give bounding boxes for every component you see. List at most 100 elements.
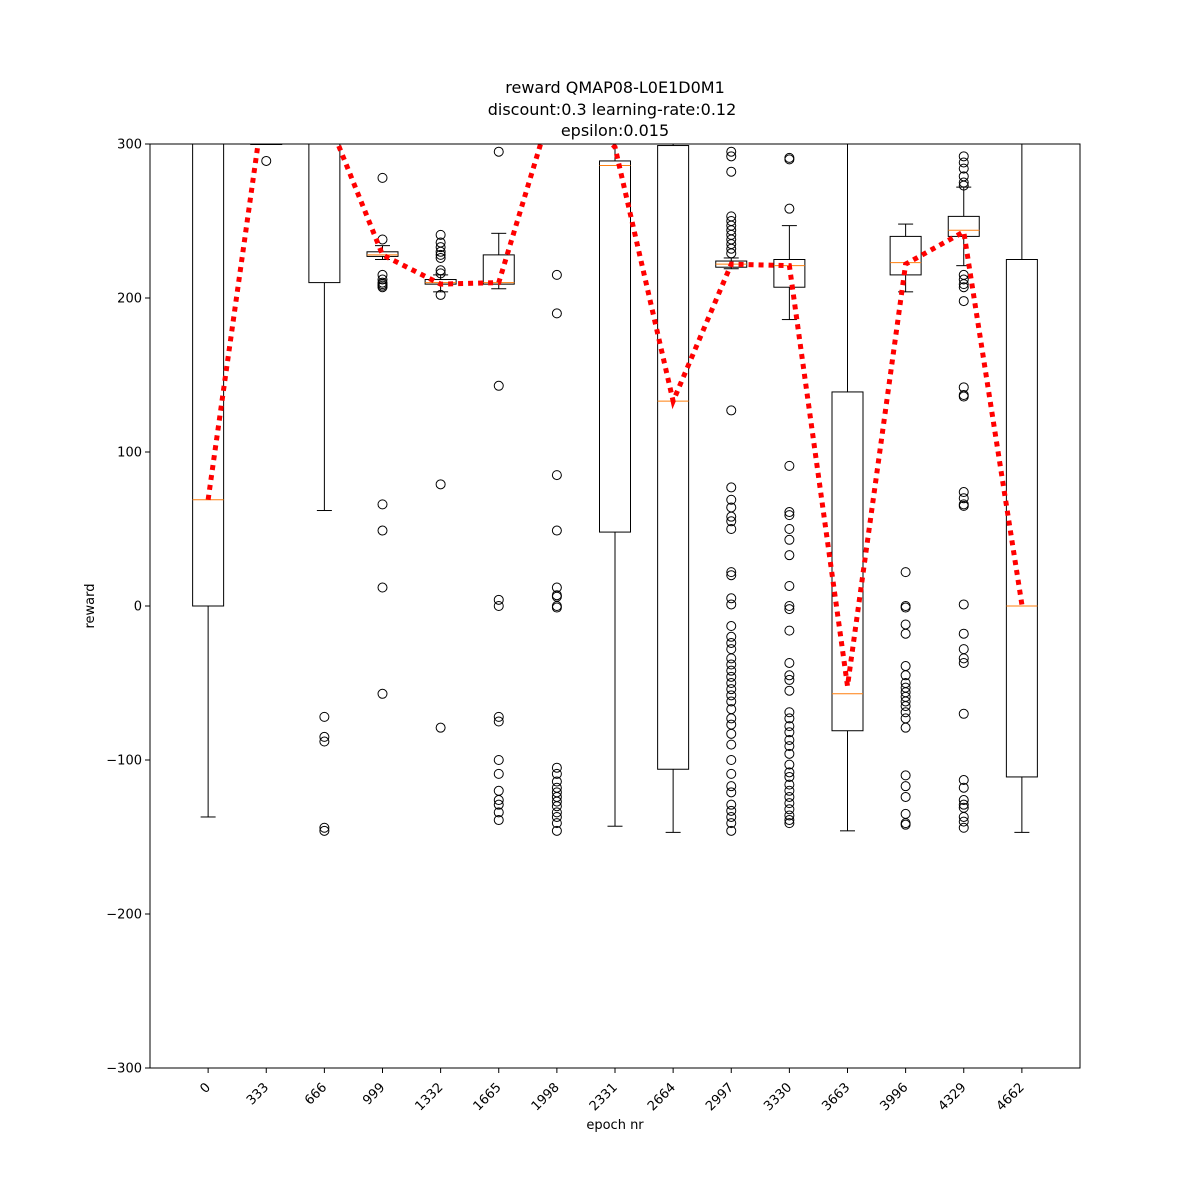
outlier-point	[784, 759, 795, 770]
outlier-point	[551, 525, 562, 536]
box	[308, 144, 341, 284]
outlier-point	[726, 248, 737, 259]
outlier-point	[784, 550, 795, 561]
outlier-point	[377, 688, 388, 699]
outlier-point	[726, 690, 737, 701]
outlier-point	[958, 180, 969, 191]
outlier-point	[900, 781, 911, 792]
outlier-point	[493, 815, 504, 826]
outlier-point	[784, 524, 795, 534]
outlier-point	[726, 511, 737, 522]
outlier-point	[784, 804, 795, 815]
outlier-point	[551, 818, 562, 829]
outlier-point	[493, 146, 504, 157]
outlier-point	[726, 671, 737, 682]
outlier-point	[958, 500, 969, 511]
outlier-point	[435, 249, 446, 260]
outlier-point	[493, 768, 504, 779]
y-tick-label: −200	[106, 908, 142, 923]
outlier-point	[726, 696, 737, 707]
outlier-point	[726, 524, 737, 534]
outlier-point	[784, 601, 795, 611]
outlier-point	[900, 722, 911, 733]
outlier-point	[784, 707, 795, 718]
outlier-point	[551, 602, 562, 613]
outlier-point	[958, 391, 969, 402]
outlier-point	[377, 582, 388, 593]
outlier-point	[726, 684, 737, 695]
outlier-point	[319, 825, 330, 836]
outlier-point	[551, 796, 562, 807]
x-axis-label: epoch nr	[586, 1118, 644, 1133]
outlier-point	[958, 775, 969, 786]
outlier-point	[726, 787, 737, 798]
outlier-point	[377, 525, 388, 536]
y-tick-label: 0	[134, 600, 142, 615]
outlier-point	[958, 799, 969, 810]
outlier-point	[551, 825, 562, 836]
outlier-point	[377, 282, 388, 293]
outlier-point	[784, 507, 795, 518]
plot-frame	[149, 143, 1081, 1069]
outlier-point	[958, 163, 969, 174]
outlier-point	[435, 265, 446, 276]
mean-line	[205, 144, 1025, 687]
outlier-point	[958, 296, 969, 307]
chart-title-line-1: reward QMAP08-L0E1D0M1	[505, 78, 725, 97]
outlier-point	[726, 728, 737, 739]
outlier-point	[784, 748, 795, 759]
outlier-point	[784, 625, 795, 636]
outlier-point	[435, 229, 446, 240]
outlier-point	[377, 172, 388, 183]
outlier-point	[551, 762, 562, 773]
outlier-point	[784, 815, 795, 826]
outlier-point	[726, 516, 737, 527]
outlier-point	[319, 711, 330, 722]
outlier-point	[261, 155, 272, 166]
outlier-point	[493, 755, 504, 765]
outlier-point	[958, 279, 969, 290]
outlier-point	[551, 308, 562, 319]
outlier-point	[784, 154, 795, 165]
outlier-point	[551, 776, 562, 787]
outlier-point	[784, 580, 795, 591]
box	[192, 144, 225, 607]
y-axis-label: reward	[83, 583, 98, 628]
outlier-point	[377, 499, 388, 510]
y-tick-label: 200	[117, 292, 142, 307]
outlier-point	[784, 779, 795, 790]
outlier-point	[958, 493, 969, 504]
outlier-point	[319, 736, 330, 747]
outlier-point	[784, 785, 795, 796]
outlier-point	[784, 670, 795, 681]
outlier-point	[958, 177, 969, 188]
outlier-point	[958, 708, 969, 719]
outlier-point	[726, 482, 737, 493]
outlier-point	[900, 602, 911, 613]
outlier-point	[900, 707, 911, 718]
outlier-point	[726, 621, 737, 632]
outlier-point	[726, 166, 737, 177]
outlier-point	[958, 628, 969, 639]
outlier-point	[493, 799, 504, 810]
y-tick-label: −300	[106, 1062, 142, 1077]
outlier-point	[784, 674, 795, 685]
chart-title-line-2: discount:0.3 learning-rate:0.12	[488, 100, 737, 119]
outlier-point	[726, 494, 737, 505]
outlier-point	[726, 567, 737, 578]
outlier-point	[784, 798, 795, 809]
outlier-point	[900, 670, 911, 681]
outlier-point	[784, 734, 795, 745]
outlier-point	[900, 770, 911, 781]
outlier-point	[726, 570, 737, 581]
outlier-point	[784, 203, 795, 214]
outlier-point	[551, 269, 562, 280]
outlier-point	[726, 781, 737, 792]
outlier-point	[784, 534, 795, 545]
outlier-point	[493, 380, 504, 391]
outlier-point	[900, 701, 911, 712]
outlier-point	[958, 487, 969, 498]
outlier-point	[726, 599, 737, 610]
outlier-point	[726, 146, 737, 157]
outlier-point	[958, 274, 969, 285]
